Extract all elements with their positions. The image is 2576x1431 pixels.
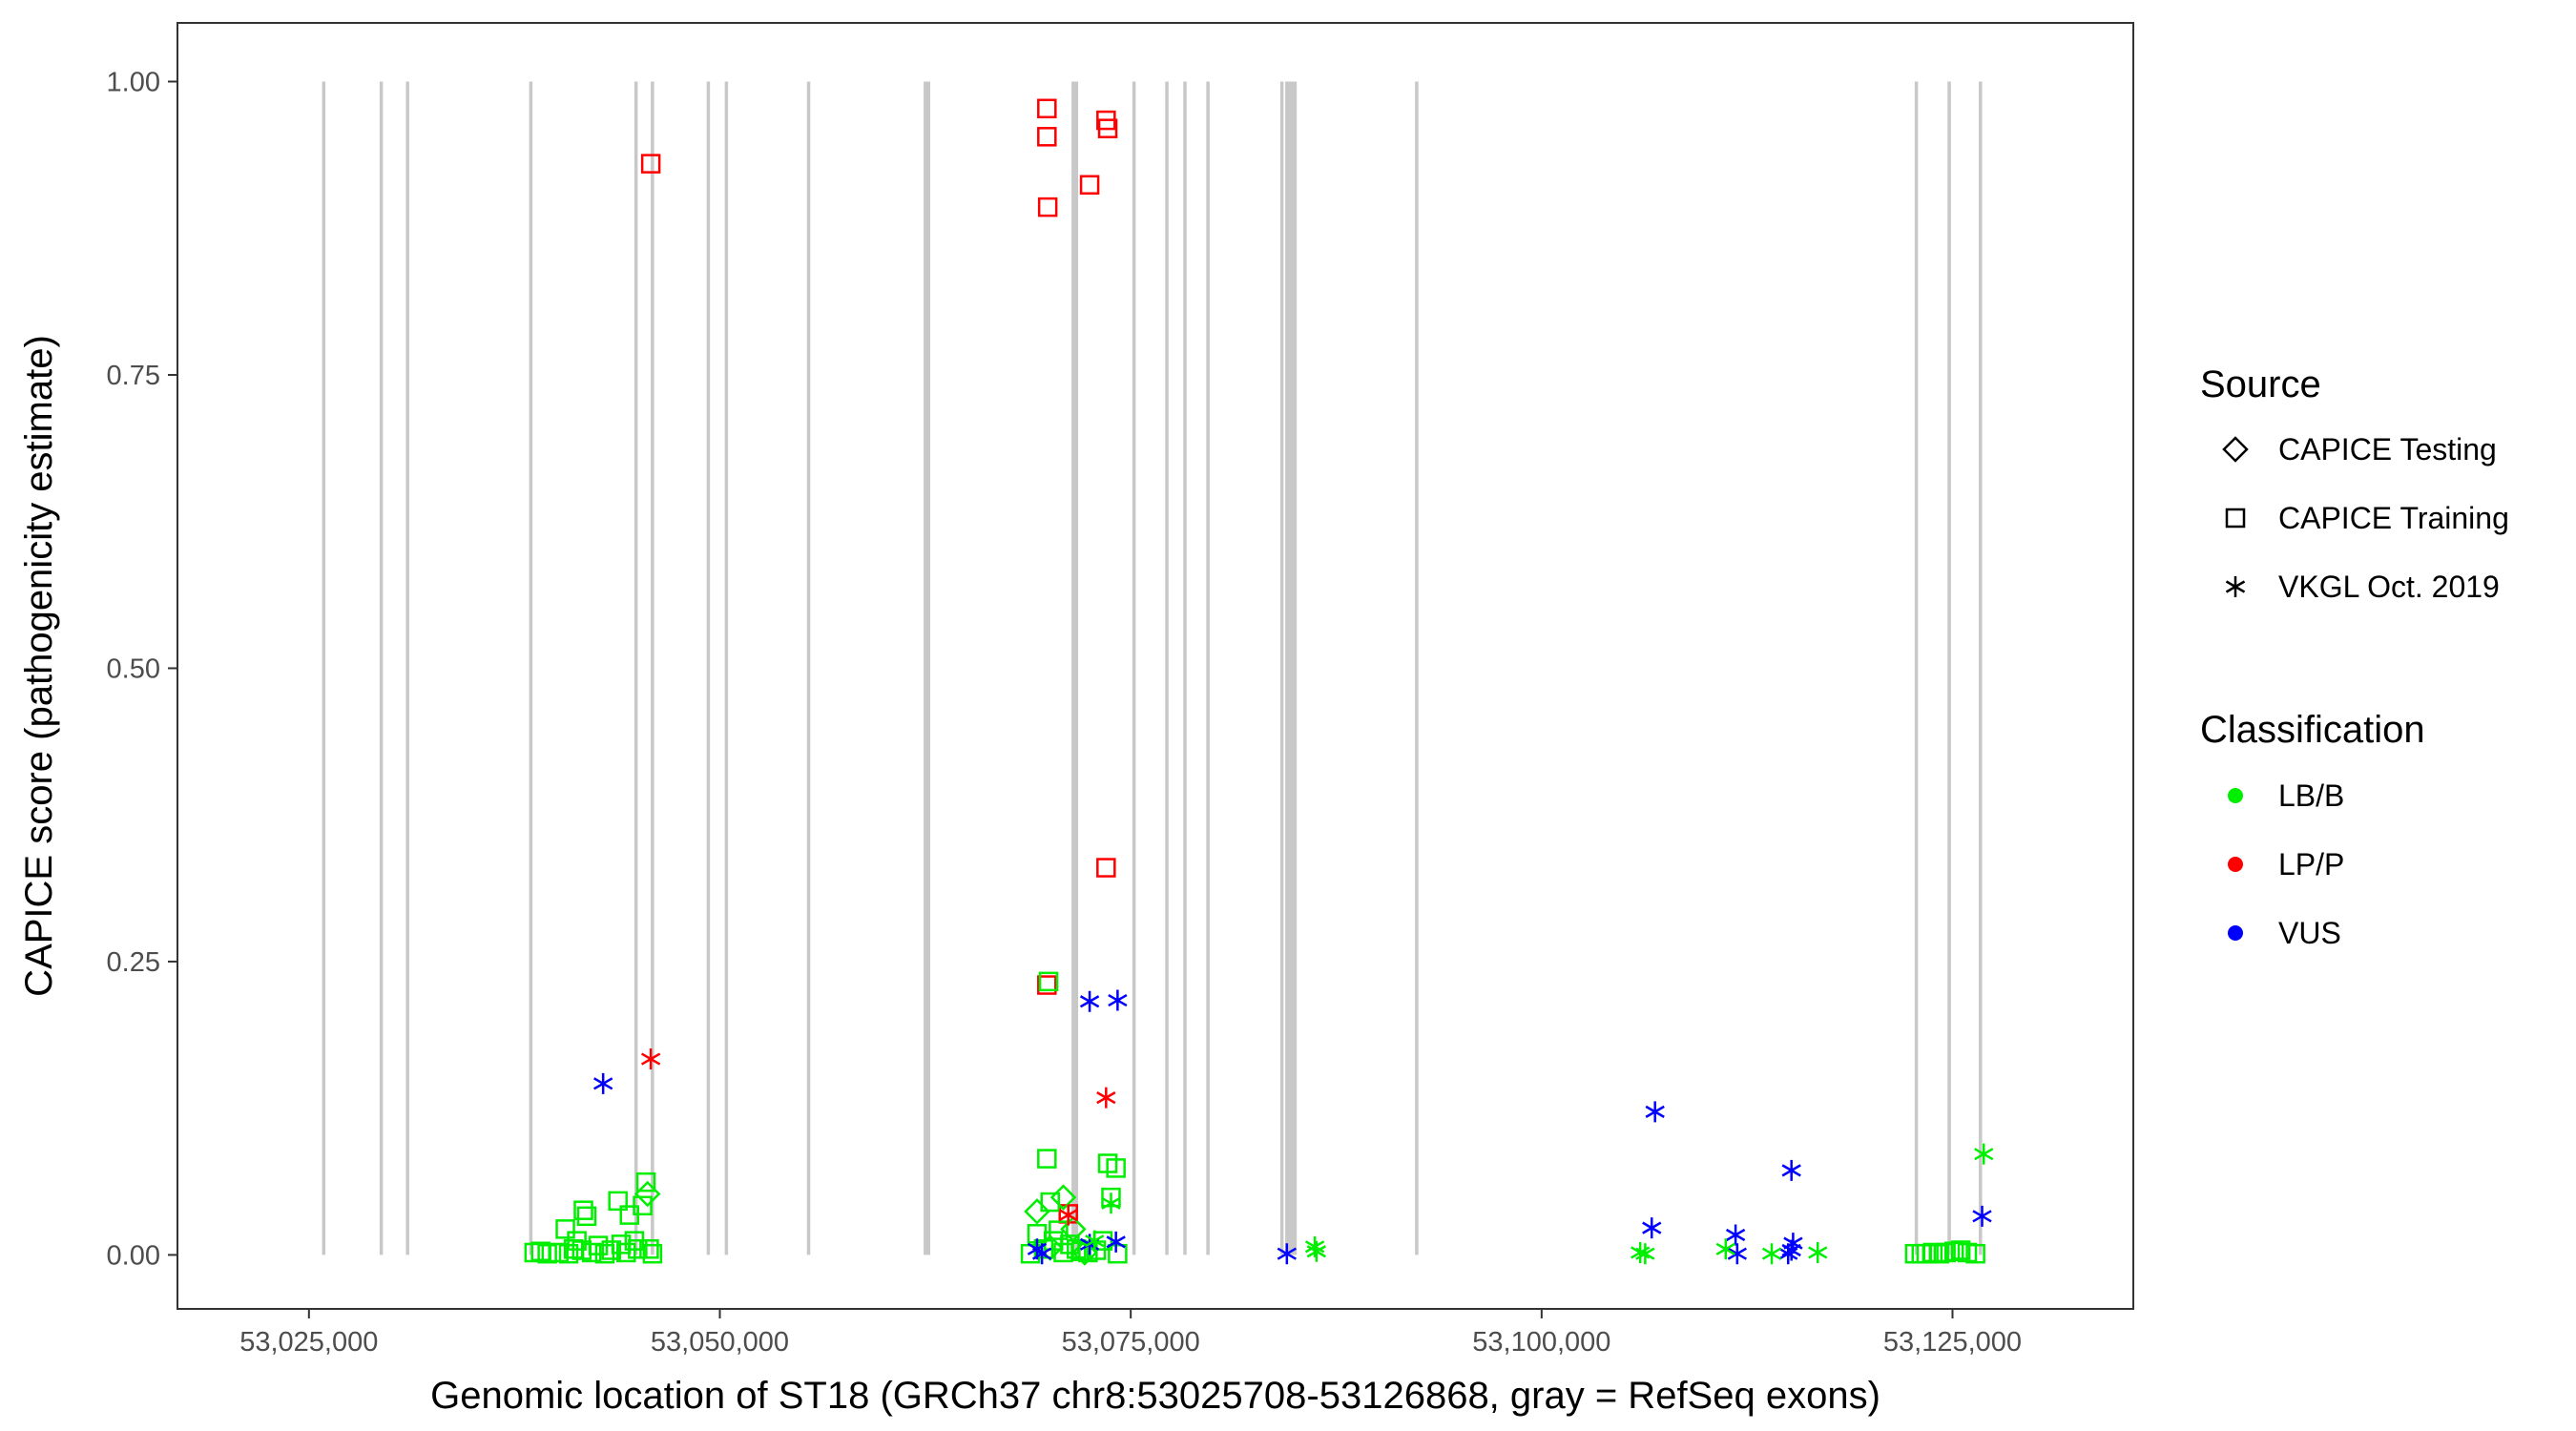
data-point <box>1096 1087 1116 1109</box>
data-point <box>1037 197 1058 218</box>
data-point <box>633 1195 653 1216</box>
data-point <box>1974 1143 1994 1165</box>
data-points <box>524 98 1994 1266</box>
legend-key-dot <box>2228 925 2243 941</box>
data-point <box>1079 990 1100 1012</box>
data-point <box>1058 1204 1078 1226</box>
data-point <box>1071 1239 1098 1266</box>
x-tick-label: 53,100,000 <box>1472 1327 1610 1358</box>
data-point <box>1725 1224 1746 1246</box>
legend-key-dot <box>2228 857 2243 872</box>
data-point <box>1037 127 1057 147</box>
data-point <box>1642 1217 1662 1239</box>
data-point <box>1096 858 1116 878</box>
data-point <box>1108 1243 1128 1264</box>
data-point <box>608 1191 628 1212</box>
data-point <box>593 1072 613 1094</box>
legend: Source CAPICE Testing CAPICE Training VKGL … <box>2200 363 2509 950</box>
data-point <box>1277 1243 1297 1265</box>
data-point <box>1972 1205 1992 1227</box>
data-point <box>640 154 661 174</box>
legend-title-source: Source <box>2200 363 2321 405</box>
data-point <box>1101 1192 1121 1214</box>
y-tick-label: 1.00 <box>107 67 160 97</box>
data-point <box>573 1200 593 1220</box>
data-point <box>1781 1159 1801 1181</box>
legend-title-classification: Classification <box>2200 709 2425 751</box>
data-point <box>1037 1149 1057 1169</box>
data-point <box>1645 1101 1665 1123</box>
data-point <box>1049 1220 1069 1240</box>
data-point <box>640 1048 661 1070</box>
legend-label: LP/P <box>2278 847 2344 881</box>
data-point <box>549 1242 569 1263</box>
x-tick-label: 53,075,000 <box>1062 1327 1200 1358</box>
axes: 53,025,000 53,050,000 53,075,000 53,100,000… <box>107 67 2023 1358</box>
data-point <box>1778 1243 1798 1265</box>
data-point <box>1060 1215 1087 1243</box>
data-point <box>642 1243 663 1264</box>
data-point <box>639 1239 659 1259</box>
data-point <box>1037 975 1057 995</box>
legend-label: CAPICE Testing <box>2278 432 2497 467</box>
data-point <box>1031 1243 1052 1265</box>
data-point <box>1040 1192 1060 1213</box>
data-point <box>1085 1230 1105 1252</box>
data-point <box>1038 971 1059 992</box>
y-tick-label: 0.50 <box>107 653 160 684</box>
data-point <box>1106 1231 1126 1253</box>
data-point <box>1079 175 1100 195</box>
data-point <box>1106 1158 1126 1178</box>
data-point <box>1808 1241 1828 1263</box>
y-axis-title: CAPICE score (pathogenicity estimate) <box>18 335 60 997</box>
legend-key-diamond <box>2222 436 2249 463</box>
data-point <box>537 1243 557 1264</box>
data-point <box>1761 1243 1782 1265</box>
legend-key-dot <box>2228 788 2243 803</box>
data-point <box>634 1180 661 1208</box>
plot-panel-border <box>177 22 2134 1310</box>
legend-key-asterisk <box>2225 576 2246 597</box>
data-point <box>1306 1240 1326 1262</box>
y-tick-label: 0.75 <box>107 361 160 391</box>
legend-label: VKGL Oct. 2019 <box>2278 570 2500 604</box>
y-tick-label: 0.00 <box>107 1240 160 1271</box>
x-tick-label: 53,050,000 <box>651 1327 789 1358</box>
legend-label: LB/B <box>2278 778 2344 813</box>
data-point <box>1049 1184 1077 1211</box>
data-point <box>576 1206 597 1227</box>
data-point <box>1781 1239 1801 1261</box>
legend-label: CAPICE Training <box>2278 501 2509 535</box>
x-tick-label: 53,125,000 <box>1883 1327 2022 1358</box>
data-point <box>1965 1243 1985 1264</box>
legend-label: VUS <box>2278 916 2341 950</box>
data-point <box>1715 1238 1735 1260</box>
data-point <box>1950 1240 1971 1260</box>
data-point <box>581 1242 602 1263</box>
data-point <box>1024 1198 1050 1225</box>
legend-key-square <box>2225 508 2246 529</box>
data-point <box>1635 1243 1655 1265</box>
data-point <box>1108 989 1128 1011</box>
data-point <box>1097 118 1118 138</box>
data-point <box>1727 1243 1747 1265</box>
data-point <box>1037 98 1057 119</box>
data-point <box>635 1172 656 1192</box>
x-axis-title: Genomic location of ST18 (GRCh37 chr8:53… <box>430 1375 1880 1417</box>
data-point <box>628 1239 648 1259</box>
data-point <box>601 1240 622 1260</box>
x-tick-label: 53,025,000 <box>239 1327 378 1358</box>
data-point <box>555 1219 575 1239</box>
data-point <box>1067 1239 1087 1259</box>
y-tick-label: 0.25 <box>107 947 160 978</box>
exon-bands <box>322 81 1983 1255</box>
